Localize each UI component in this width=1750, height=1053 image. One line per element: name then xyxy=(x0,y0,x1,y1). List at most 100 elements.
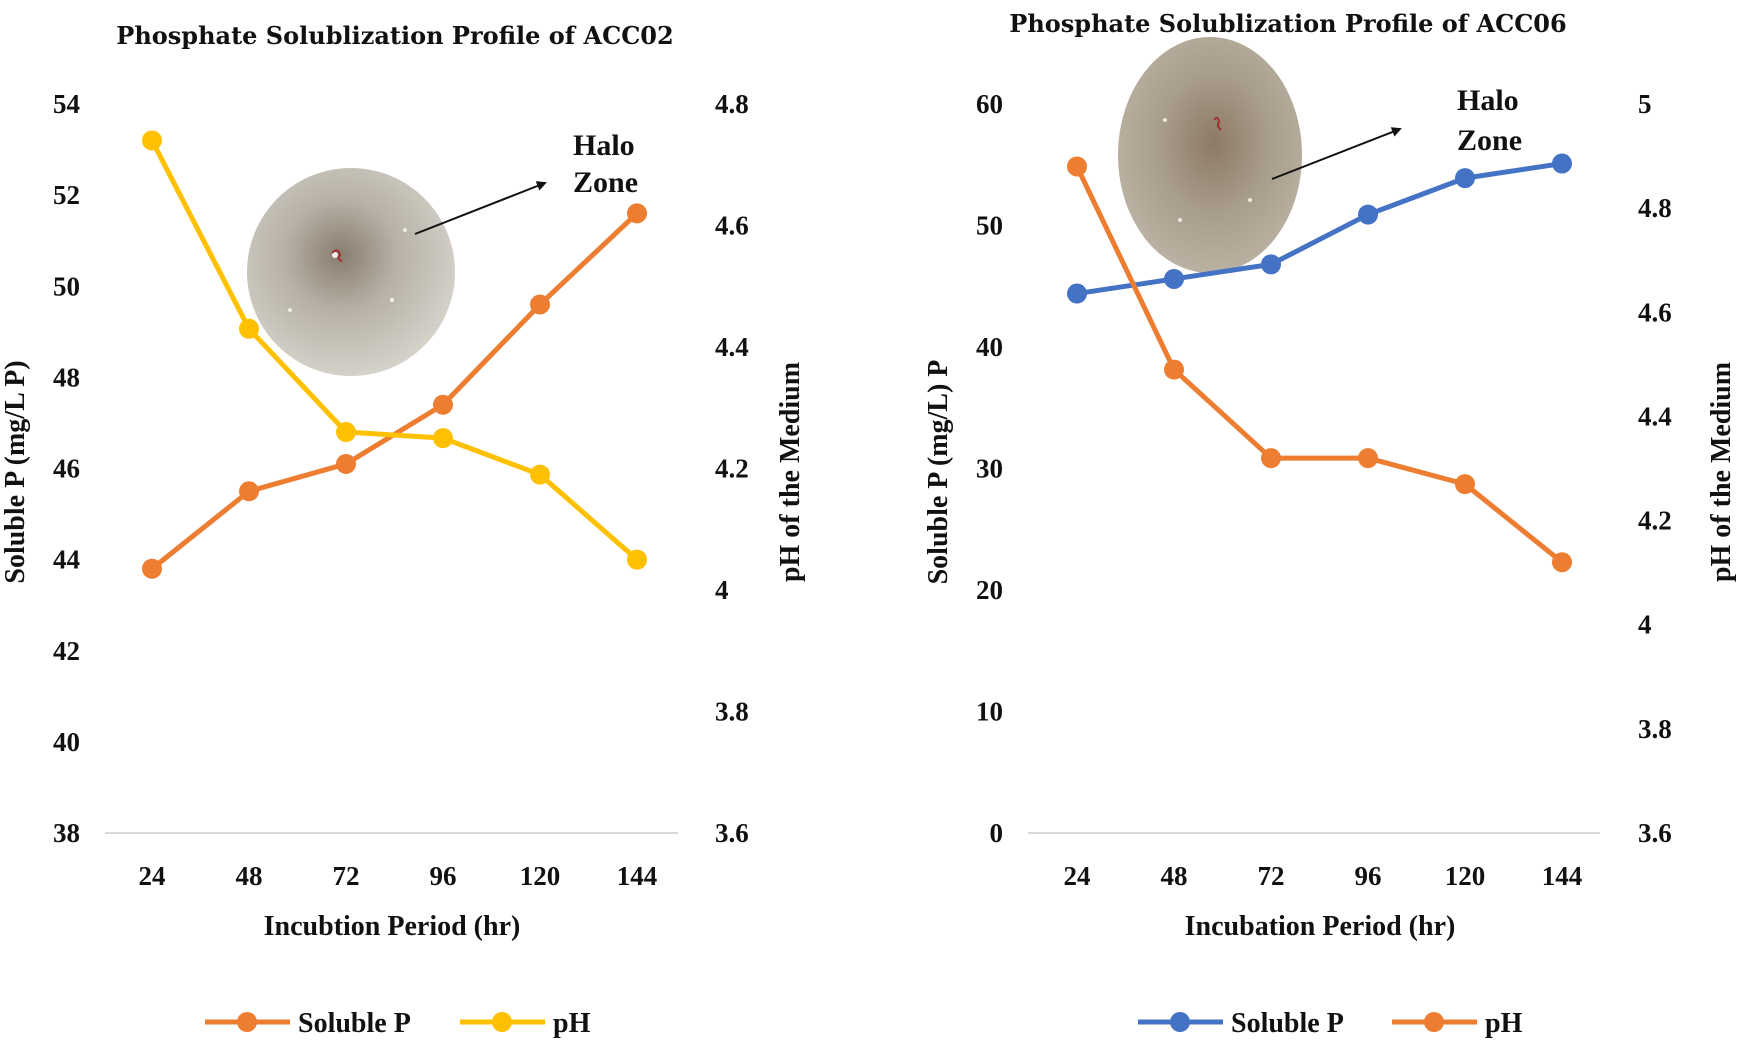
chart2-x-tick-label: 24 xyxy=(1064,861,1091,891)
chart1-point-ph[interactable] xyxy=(433,428,453,449)
chart2-point-soluble-p[interactable] xyxy=(1358,204,1378,225)
chart2-legend-label-ph: pH xyxy=(1485,1008,1523,1039)
chart2-y2-tick-label: 3.8 xyxy=(1638,714,1672,744)
chart2-plate-image xyxy=(1118,37,1302,273)
chart2-legend-swatch-dot xyxy=(1170,1012,1190,1032)
chart1-point-soluble-p[interactable] xyxy=(530,294,550,315)
chart2-legend-swatch-dot xyxy=(1424,1012,1444,1032)
chart1-x-tick-label: 144 xyxy=(617,861,658,891)
chart1-y2-tick-label: 4.2 xyxy=(715,454,749,484)
chart2-y-tick-label: 40 xyxy=(976,332,1003,362)
chart2-point-ph[interactable] xyxy=(1552,552,1572,573)
chart1-y2-tick-label: 4.8 xyxy=(715,89,749,119)
chart2-legend-soluble-p[interactable]: Soluble P xyxy=(1138,1008,1344,1039)
chart2-y2-tick-label: 4.6 xyxy=(1638,297,1672,327)
chart2-halo-label: Halo xyxy=(1457,84,1519,117)
chart1-halo-arrow xyxy=(414,181,547,235)
chart1-legend-soluble-p[interactable]: Soluble P xyxy=(205,1008,411,1039)
chart1-legend-ph[interactable]: pH xyxy=(460,1008,591,1039)
chart1-y-tick-label: 44 xyxy=(53,545,80,575)
chart1-y2-tick-label: 3.6 xyxy=(715,818,749,848)
chart2-y2-tick-label: 3.6 xyxy=(1638,818,1672,848)
chart2-point-ph[interactable] xyxy=(1067,156,1087,177)
chart1-legend-label-ph: pH xyxy=(553,1008,591,1039)
chart2-halo-arrow xyxy=(1271,127,1402,180)
chart1-y2-tick-label: 3.8 xyxy=(715,697,749,727)
chart1-point-ph[interactable] xyxy=(239,318,259,339)
chart1-y2-tick-label: 4 xyxy=(715,575,729,605)
chart1-point-soluble-p[interactable] xyxy=(142,558,162,579)
chart1-legend: Soluble P pH xyxy=(205,1008,591,1039)
chart2-x-tick-label: 72 xyxy=(1258,861,1285,891)
chart1-point-ph[interactable] xyxy=(142,130,162,151)
chart2-point-ph[interactable] xyxy=(1261,448,1281,469)
chart1-y-tick-label: 52 xyxy=(53,180,80,210)
chart2-y-tick-label: 20 xyxy=(976,575,1003,605)
chart2-y-tick-label: 50 xyxy=(976,211,1003,241)
chart1-y-tick-label: 40 xyxy=(53,727,80,757)
chart-acc06: Phosphate Solublization Profile of ACC06… xyxy=(923,9,1737,1039)
chart2-point-ph[interactable] xyxy=(1455,474,1475,495)
chart2-y2-tick-label: 4.4 xyxy=(1638,401,1672,431)
chart2-series-line-soluble-p xyxy=(1076,161,1563,297)
chart-acc02: Phosphate Solublization Profile of ACC02… xyxy=(0,21,806,1039)
chart1-y2-axis-label: pH of the Medium xyxy=(775,362,806,582)
chart1-point-soluble-p[interactable] xyxy=(627,203,647,224)
chart1-y-tick-label: 50 xyxy=(53,271,80,301)
chart1-title: Phosphate Solublization Profile of ACC02 xyxy=(116,21,673,50)
chart1-point-soluble-p[interactable] xyxy=(239,481,259,502)
chart2-x-axis-label: Incubation Period (hr) xyxy=(1185,911,1456,942)
chart1-legend-swatch-dot xyxy=(237,1012,257,1032)
chart1-y2-tick-label: 4.4 xyxy=(715,332,749,362)
chart2-y2-axis-label: pH of the Medium xyxy=(1706,362,1737,582)
chart2-y2-tick-label: 4.2 xyxy=(1638,506,1672,536)
chart2-x-tick-label: 96 xyxy=(1355,861,1382,891)
chart1-point-soluble-p[interactable] xyxy=(433,394,453,415)
chart2-point-soluble-p[interactable] xyxy=(1164,268,1184,289)
chart1-plate-image xyxy=(247,168,455,376)
chart2-point-soluble-p[interactable] xyxy=(1261,254,1281,275)
chart1-legend-label-soluble-p: Soluble P xyxy=(298,1008,411,1039)
chart1-series-line-ph xyxy=(149,139,639,562)
chart2-y2-tick-label: 4 xyxy=(1638,610,1652,640)
chart1-x-tick-label: 24 xyxy=(139,861,166,891)
chart1-point-ph[interactable] xyxy=(530,464,550,485)
chart2-x-tick-label: 120 xyxy=(1445,861,1486,891)
chart1-y-tick-label: 46 xyxy=(53,454,80,484)
chart1-point-ph[interactable] xyxy=(627,549,647,570)
chart1-x-tick-label: 120 xyxy=(520,861,561,891)
chart2-legend: Soluble P pH xyxy=(1138,1008,1523,1039)
chart2-legend-label-soluble-p: Soluble P xyxy=(1231,1008,1344,1039)
chart1-point-soluble-p[interactable] xyxy=(336,453,356,474)
chart1-halo-label: Halo xyxy=(573,129,635,162)
chart2-point-soluble-p[interactable] xyxy=(1067,283,1087,304)
chart1-y2-tick-label: 4.6 xyxy=(715,211,749,241)
chart2-x-tick-label: 144 xyxy=(1542,861,1583,891)
chart2-point-ph[interactable] xyxy=(1358,448,1378,469)
chart2-y-tick-label: 10 xyxy=(976,697,1003,727)
chart1-y-tick-label: 48 xyxy=(53,362,80,392)
chart1-x-tick-label: 96 xyxy=(430,861,457,891)
chart2-series-line-ph xyxy=(1074,165,1564,565)
chart2-legend-ph[interactable]: pH xyxy=(1392,1008,1523,1039)
chart2-title: Phosphate Solublization Profile of ACC06 xyxy=(1009,9,1566,38)
chart1-point-ph[interactable] xyxy=(336,422,356,443)
chart2-zone-label: Zone xyxy=(1457,124,1522,157)
chart2-x-tick-label: 48 xyxy=(1161,861,1188,891)
chart2-point-soluble-p[interactable] xyxy=(1552,153,1572,174)
chart2-y-tick-label: 0 xyxy=(990,818,1004,848)
chart2-y-tick-label: 60 xyxy=(976,89,1003,119)
chart2-point-ph[interactable] xyxy=(1164,359,1184,380)
chart2-point-soluble-p[interactable] xyxy=(1455,168,1475,189)
chart1-zone-label: Zone xyxy=(573,166,638,199)
chart2-y-axis-label: Soluble P (mg/L) P xyxy=(923,360,954,585)
chart1-y-tick-label: 54 xyxy=(53,89,80,119)
chart1-y-tick-label: 42 xyxy=(53,636,80,666)
chart1-x-axis-label: Incubtion Period (hr) xyxy=(264,911,521,942)
chart2-y2-tick-label: 4.8 xyxy=(1638,193,1672,223)
chart1-x-tick-label: 48 xyxy=(236,861,263,891)
chart1-y-axis-label: Soluble P (mg/L P) xyxy=(0,360,31,583)
chart1-x-tick-label: 72 xyxy=(333,861,360,891)
chart1-y-tick-label: 38 xyxy=(53,818,80,848)
